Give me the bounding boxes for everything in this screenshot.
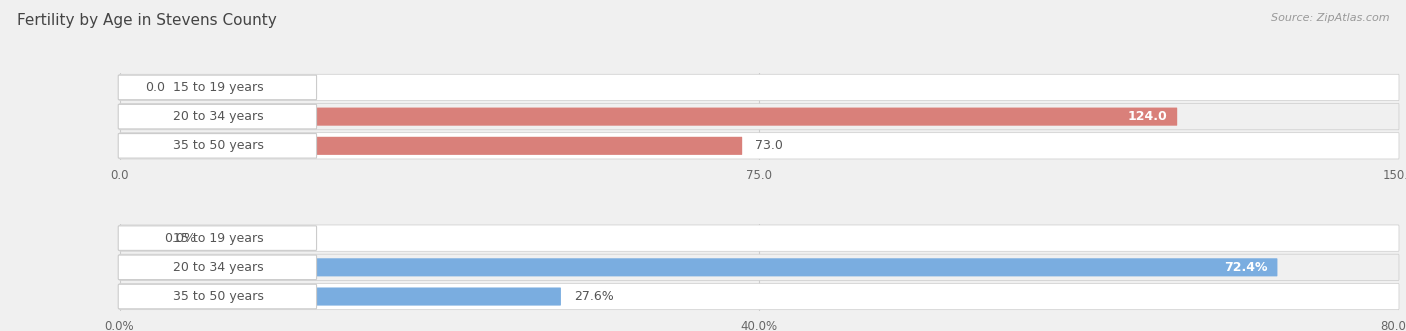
FancyBboxPatch shape [120, 254, 1399, 280]
Text: 72.4%: 72.4% [1223, 261, 1267, 274]
Text: 15 to 19 years: 15 to 19 years [173, 232, 264, 245]
Text: 35 to 50 years: 35 to 50 years [173, 290, 264, 303]
FancyBboxPatch shape [120, 225, 1399, 251]
Text: 124.0: 124.0 [1128, 110, 1167, 123]
Text: 0.0: 0.0 [145, 81, 165, 94]
Text: 20 to 34 years: 20 to 34 years [173, 261, 264, 274]
Text: 20 to 34 years: 20 to 34 years [173, 110, 264, 123]
FancyBboxPatch shape [120, 288, 561, 306]
FancyBboxPatch shape [118, 134, 316, 158]
FancyBboxPatch shape [118, 75, 316, 100]
FancyBboxPatch shape [118, 226, 316, 250]
Text: 27.6%: 27.6% [574, 290, 613, 303]
FancyBboxPatch shape [120, 283, 1399, 310]
Text: 15 to 19 years: 15 to 19 years [173, 81, 264, 94]
Text: Fertility by Age in Stevens County: Fertility by Age in Stevens County [17, 13, 277, 28]
FancyBboxPatch shape [118, 104, 316, 129]
FancyBboxPatch shape [120, 133, 1399, 159]
FancyBboxPatch shape [118, 284, 316, 309]
FancyBboxPatch shape [120, 258, 1278, 276]
Text: 35 to 50 years: 35 to 50 years [173, 139, 264, 152]
FancyBboxPatch shape [120, 78, 132, 96]
Text: 0.0%: 0.0% [165, 232, 197, 245]
FancyBboxPatch shape [120, 104, 1399, 130]
Text: Source: ZipAtlas.com: Source: ZipAtlas.com [1271, 13, 1389, 23]
Text: 73.0: 73.0 [755, 139, 783, 152]
FancyBboxPatch shape [120, 137, 742, 155]
FancyBboxPatch shape [120, 74, 1399, 101]
FancyBboxPatch shape [120, 229, 152, 247]
FancyBboxPatch shape [118, 255, 316, 280]
FancyBboxPatch shape [120, 108, 1177, 126]
